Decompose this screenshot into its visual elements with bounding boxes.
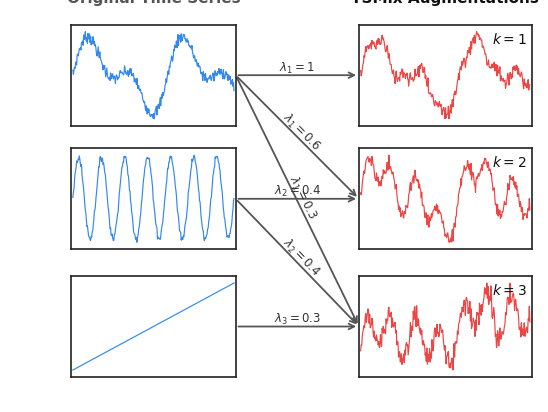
FancyArrowPatch shape xyxy=(238,73,354,78)
FancyArrowPatch shape xyxy=(238,201,356,323)
Text: $k = 1$: $k = 1$ xyxy=(492,32,527,47)
Text: $\lambda_2 = 0.4$: $\lambda_2 = 0.4$ xyxy=(279,236,323,280)
Text: TSMix Augmentations: TSMix Augmentations xyxy=(351,0,539,6)
Text: $\lambda_3 = 0.3$: $\lambda_3 = 0.3$ xyxy=(273,312,321,327)
Text: $\lambda_1 = 0.3$: $\lambda_1 = 0.3$ xyxy=(285,173,319,222)
FancyArrowPatch shape xyxy=(238,196,354,201)
FancyArrowPatch shape xyxy=(238,324,354,329)
Text: $\lambda_1 = 1$: $\lambda_1 = 1$ xyxy=(279,61,315,76)
FancyArrowPatch shape xyxy=(238,77,356,195)
Text: $k = 3$: $k = 3$ xyxy=(492,283,527,298)
Text: $\lambda_2 = 0.4$: $\lambda_2 = 0.4$ xyxy=(273,185,321,199)
Text: $k = 2$: $k = 2$ xyxy=(492,155,527,171)
Text: Original Time Series: Original Time Series xyxy=(67,0,240,6)
Text: $\lambda_1 = 0.6$: $\lambda_1 = 0.6$ xyxy=(279,110,323,154)
FancyArrowPatch shape xyxy=(237,78,357,322)
